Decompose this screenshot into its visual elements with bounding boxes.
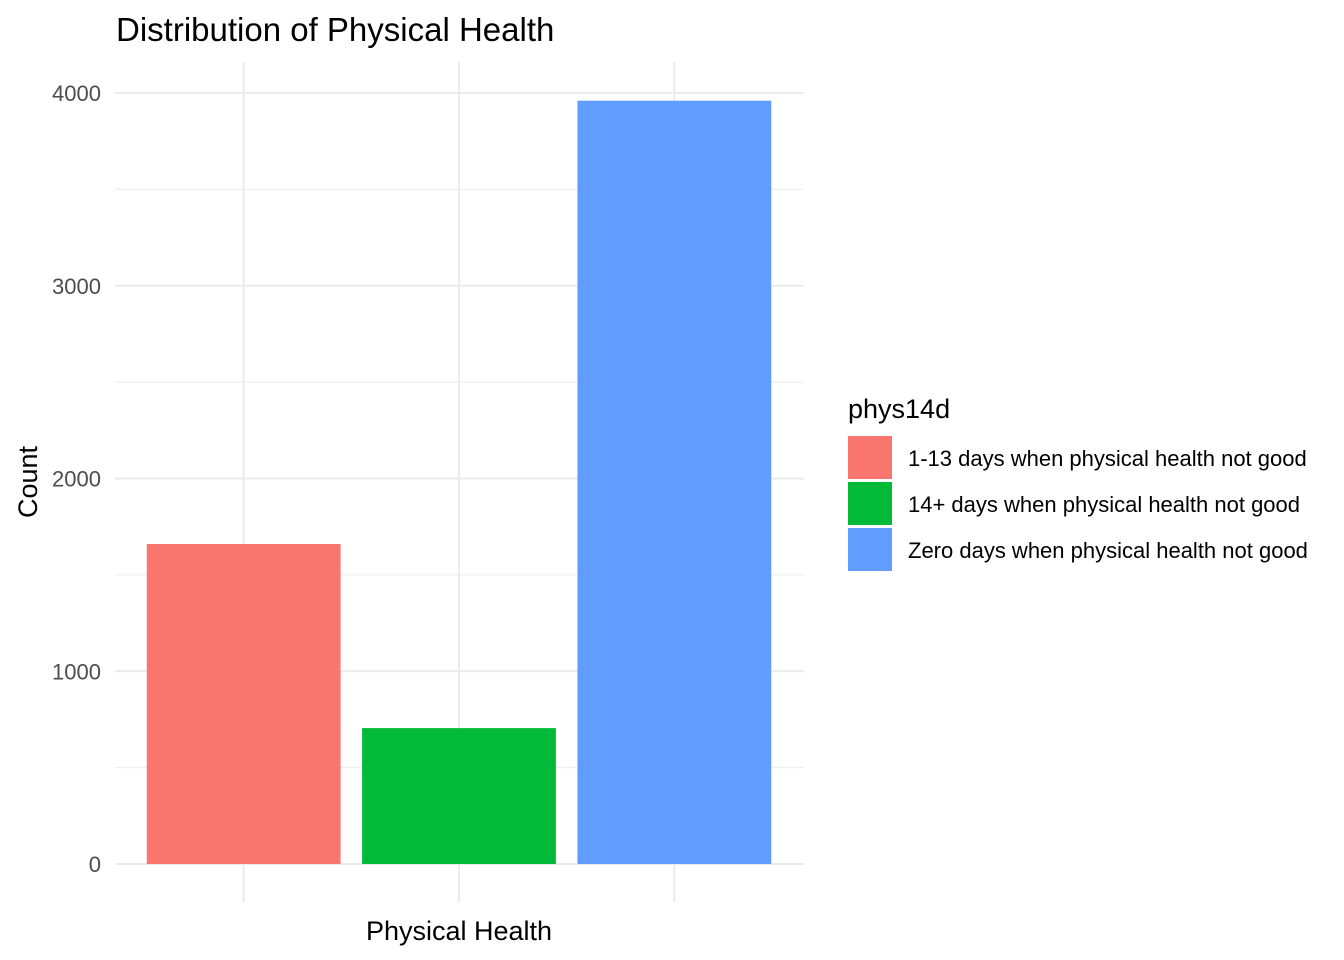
y-axis-title: Count <box>13 445 43 518</box>
legend: phys14d 1-13 days when physical health n… <box>848 394 1308 571</box>
y-tick-label: 0 <box>89 852 101 877</box>
y-axis-ticks: 0 1000 2000 3000 4000 <box>52 81 101 877</box>
y-tick-label: 2000 <box>52 467 101 492</box>
legend-key <box>848 436 892 479</box>
bar <box>577 100 772 864</box>
y-tick-label: 1000 <box>52 659 101 684</box>
legend-label: Zero days when physical health not good <box>908 538 1308 563</box>
legend-title: phys14d <box>848 394 950 424</box>
bars <box>146 100 772 864</box>
bar <box>362 728 556 864</box>
bar <box>146 544 341 864</box>
chart-title: Distribution of Physical Health <box>116 11 554 48</box>
x-axis-title: Physical Health <box>366 916 552 946</box>
legend-label: 1-13 days when physical health not good <box>908 446 1307 471</box>
y-tick-label: 3000 <box>52 274 101 299</box>
legend-key <box>848 528 892 571</box>
y-tick-label: 4000 <box>52 81 101 106</box>
legend-label: 14+ days when physical health not good <box>908 492 1300 517</box>
legend-key <box>848 482 892 525</box>
